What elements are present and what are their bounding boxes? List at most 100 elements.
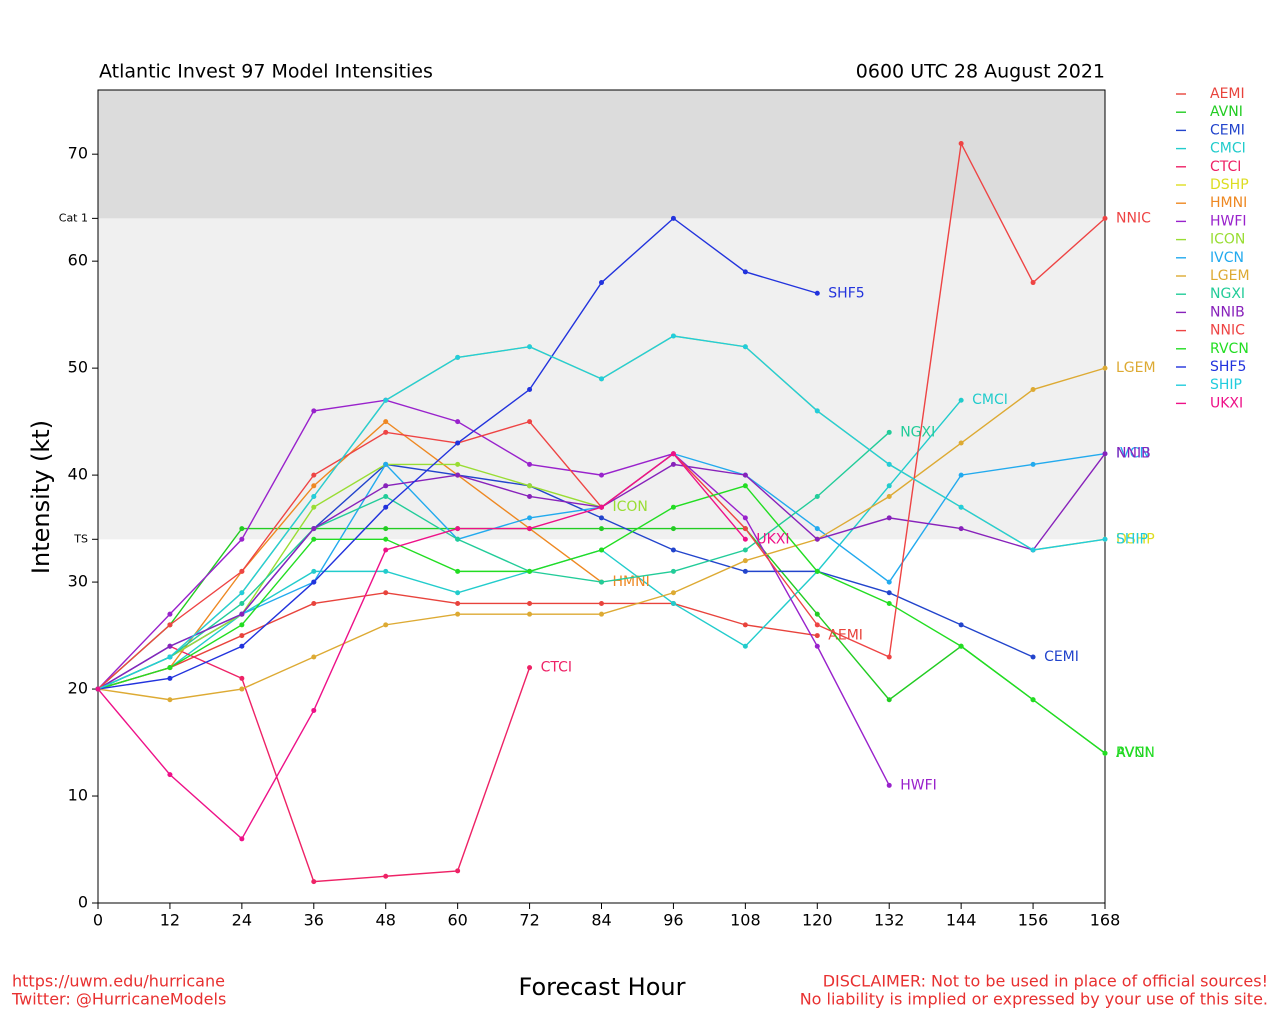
x-tick-label: 72 [519, 911, 539, 930]
end-label: IVCN [1116, 446, 1150, 462]
data-point [599, 600, 604, 606]
legend-label: ICON [1210, 232, 1245, 248]
data-point [383, 622, 389, 628]
data-point [814, 643, 820, 649]
data-point [383, 590, 389, 596]
data-point [239, 526, 245, 532]
data-point [958, 504, 964, 510]
data-point [814, 408, 820, 414]
data-point [599, 376, 604, 382]
data-point [1030, 547, 1036, 553]
data-point [670, 526, 676, 532]
data-point [670, 547, 676, 553]
series-line [97, 399, 890, 786]
data-point [239, 836, 245, 842]
data-point [455, 526, 461, 532]
data-point [814, 494, 820, 499]
data-point [670, 504, 676, 510]
data-point [239, 600, 245, 606]
end-label: HWFI [900, 777, 937, 793]
legend-label: CTCI [1210, 159, 1241, 175]
data-point [527, 344, 533, 350]
end-label: UKXI [756, 531, 789, 547]
data-point [958, 140, 964, 146]
data-point [455, 868, 461, 874]
data-point [814, 290, 820, 296]
data-point [383, 494, 389, 499]
data-point [1030, 387, 1036, 393]
data-point [742, 622, 748, 628]
end-label: AVNI [1116, 745, 1149, 761]
y-tick-label: 30 [68, 572, 88, 591]
end-label: HMNI [613, 574, 650, 590]
data-point [527, 515, 533, 521]
data-point [1102, 215, 1108, 221]
data-point [814, 526, 820, 532]
legend-label: AVNI [1210, 104, 1243, 120]
x-tick-label: 12 [160, 911, 180, 930]
data-point [239, 590, 245, 596]
legend-label: IVCN [1210, 250, 1244, 266]
data-point [527, 611, 533, 617]
x-tick-label: 0 [93, 911, 103, 930]
data-point [599, 472, 604, 478]
footer-text: Twitter: @HurricaneModels [11, 990, 226, 1009]
data-point [455, 354, 461, 360]
data-point [311, 483, 317, 489]
end-label: AEMI [828, 628, 863, 644]
data-point [311, 536, 317, 542]
data-point [599, 526, 604, 532]
legend-label: AEMI [1210, 86, 1245, 102]
y-tick-label: 0 [78, 893, 88, 912]
y-tick-label: Cat 1 [59, 211, 88, 224]
y-tick-label: 60 [68, 251, 88, 270]
data-point [311, 879, 317, 885]
data-point [599, 504, 604, 510]
x-tick-label: 48 [376, 911, 396, 930]
data-point [814, 611, 820, 617]
data-point [742, 643, 748, 649]
end-label: NNIB [1116, 446, 1151, 462]
data-point [958, 622, 964, 628]
end-label: CMCI [972, 392, 1008, 408]
chart-subtitle: 0600 UTC 28 August 2021 [856, 61, 1105, 83]
legend-label: UKXI [1210, 395, 1243, 411]
data-point [167, 643, 173, 649]
end-label: NNIC [1116, 210, 1151, 226]
data-point [311, 600, 317, 606]
y-axis-label: Intensity (kt) [27, 420, 55, 574]
data-point [814, 622, 820, 628]
data-point [886, 515, 892, 521]
end-label: DSHP [1116, 531, 1155, 547]
x-tick-label: 168 [1090, 911, 1121, 930]
data-point [239, 686, 245, 692]
data-point [239, 611, 245, 617]
x-tick-label: 24 [232, 911, 252, 930]
data-point [239, 536, 245, 542]
data-point [239, 622, 245, 628]
data-point [167, 622, 173, 628]
end-label: SHF5 [828, 285, 864, 301]
x-tick-label: 132 [874, 911, 905, 930]
data-point [958, 397, 964, 403]
y-tick-label: TS [73, 532, 88, 545]
data-point [814, 633, 820, 639]
data-point [742, 515, 748, 521]
data-point [383, 568, 389, 574]
data-point [455, 419, 461, 425]
data-point [958, 472, 964, 478]
legend-label: NGXI [1210, 286, 1245, 302]
data-point [167, 654, 173, 660]
data-point [311, 472, 317, 478]
data-point [527, 494, 533, 499]
data-point [670, 215, 676, 221]
data-point [742, 558, 748, 564]
data-point [383, 504, 389, 510]
data-point [742, 536, 748, 542]
data-point [167, 772, 173, 778]
data-point [383, 461, 389, 467]
x-tick-label: 96 [663, 911, 683, 930]
data-point [599, 515, 604, 521]
data-point [383, 536, 389, 542]
x-axis-label: Forecast Hour [519, 973, 686, 1001]
